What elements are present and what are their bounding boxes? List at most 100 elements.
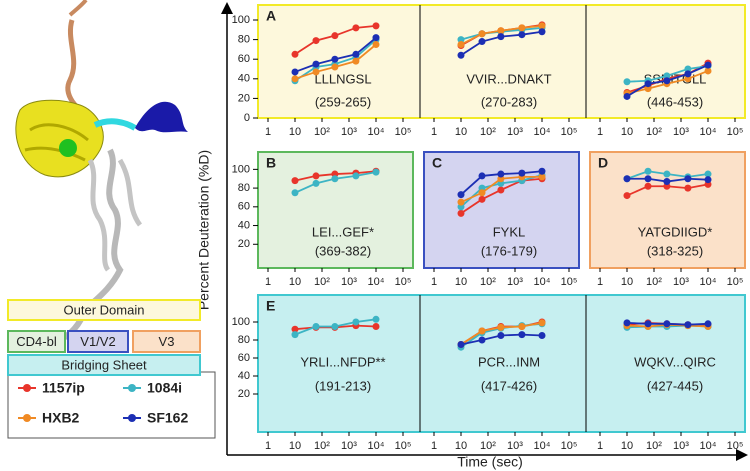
x-tick-label: 10 [455,126,467,138]
x-tick-label: 10⁵ [727,126,744,138]
data-point [623,319,631,327]
peptide-name: VVIR...DNAKT [466,71,551,86]
data-point [312,172,320,180]
legend-label: 1157ip [42,380,85,396]
x-tick-label: 10⁴ [368,440,385,452]
x-tick-label: 1 [597,440,603,452]
data-point [457,209,465,217]
peptide-name: YRLI...NFDP** [300,354,385,369]
data-point [478,327,486,335]
legend-marker [23,384,31,392]
x-tick-label: 10⁴ [700,440,717,452]
peptide-range: (191-213) [315,378,371,393]
domain-legend-label: V1/V2 [80,334,115,349]
data-point [372,34,380,42]
x-tick-label: 10⁴ [534,440,551,452]
panel-letter: B [266,155,276,171]
data-point [518,31,526,39]
data-point [663,170,671,178]
x-tick-label: 10 [455,276,467,288]
legend-marker [128,414,136,422]
peptide-name: YATGDIIGD* [638,224,713,239]
x-tick-label: 10⁵ [395,126,412,138]
panel-letter: C [432,155,442,171]
data-point [331,32,339,40]
x-tick-label: 10⁵ [395,276,412,288]
row-frame [257,4,746,119]
data-point [497,186,505,194]
data-point [704,61,712,69]
legend-marker [23,414,31,422]
peptide-name: WQKV...QIRC [634,354,716,369]
x-tick-label: 10² [646,126,662,138]
x-tick-label: 10 [289,126,301,138]
data-point [478,195,486,203]
x-tick-label: 10⁵ [727,276,744,288]
data-point [331,55,339,63]
data-point [518,24,526,32]
data-point [644,175,652,183]
peptide-range: (369-382) [315,243,371,258]
y-axis-title: Percent Deuteration (%D) [196,150,212,310]
peptide-range: (417-426) [481,378,537,393]
x-tick-label: 10² [314,126,330,138]
data-point [312,68,320,76]
data-point [372,168,380,176]
data-point [644,182,652,190]
x-tick-label: 10⁵ [727,440,744,452]
x-tick-label: 10 [289,276,301,288]
x-tick-label: 10³ [507,276,523,288]
domain-legend-box [7,354,201,376]
data-point [644,80,652,88]
legend-label: HXB2 [42,410,80,426]
data-point [623,92,631,100]
y-tick-label: 0 [244,112,250,124]
x-tick-label: 10³ [507,440,523,452]
x-tick-label: 10⁴ [700,276,717,288]
data-point [331,63,339,71]
y-tick-label: 20 [238,92,250,104]
data-point [623,192,631,200]
x-tick-label: 1 [431,126,437,138]
data-point [704,170,712,178]
data-point [684,65,692,73]
data-point [372,41,380,48]
data-point [663,320,671,328]
data-point [457,198,465,206]
x-tick-label: 10⁴ [368,126,385,138]
x-tick-label: 1 [597,126,603,138]
x-tick-label: 10⁴ [534,126,551,138]
x-tick-label: 10 [621,276,633,288]
panel-letter: D [598,155,608,171]
data-point [478,336,486,344]
data-point [538,28,546,36]
data-point [372,22,380,30]
peptide-range: (176-179) [481,243,537,258]
y-tick-label: 40 [238,73,250,85]
data-point [372,315,380,323]
domain-legend-label: CD4-bl [16,334,57,349]
x-tick-label: 10⁵ [561,126,578,138]
x-tick-label: 10² [314,276,330,288]
x-tick-label: 10² [480,276,496,288]
data-point [457,36,465,44]
y-tick-label: 60 [238,53,250,65]
panel-letter: A [266,8,276,24]
x-tick-label: 10⁵ [561,276,578,288]
peptide-name: FYKL [493,224,526,239]
data-point [704,176,712,184]
peptide-name: PCR...INM [478,354,540,369]
data-point [291,68,299,76]
data-point [538,22,546,30]
x-tick-label: 10³ [341,440,357,452]
data-point [518,331,526,339]
data-point [538,173,546,181]
x-tick-label: 10² [480,440,496,452]
data-point [663,178,671,186]
x-tick-label: 10³ [507,126,523,138]
data-point [478,172,486,180]
series-legend-box [7,371,216,439]
legend-label: 1084i [147,380,182,396]
x-tick-label: 10³ [341,126,357,138]
